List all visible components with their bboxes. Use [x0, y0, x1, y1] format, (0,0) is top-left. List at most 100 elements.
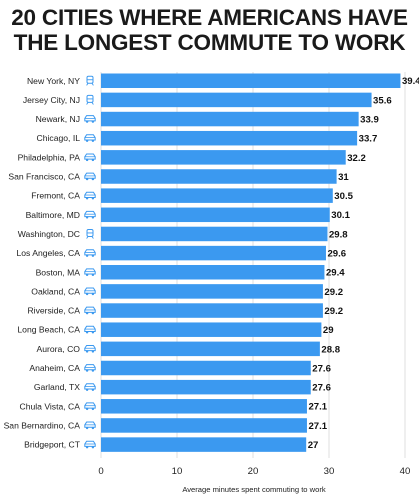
category-label: Oakland, CA [31, 286, 80, 296]
car-icon [84, 344, 96, 353]
value-label: 29.6 [327, 249, 346, 260]
category-label: Long Beach, CA [17, 325, 80, 335]
value-label: 35.6 [373, 95, 392, 106]
bar [101, 284, 323, 299]
category-label: Boston, MA [36, 267, 81, 277]
train-icon [86, 228, 94, 239]
category-label: Washington, DC [18, 229, 80, 239]
category-label: Chicago, IL [37, 133, 81, 143]
category-label: Philadelphia, PA [18, 152, 81, 162]
category-label: Baltimore, MD [26, 210, 80, 220]
category-label: Fremont, CA [31, 191, 80, 201]
bar-row: Fremont, CA 30.5 [31, 188, 354, 203]
car-icon [84, 287, 96, 296]
bar [101, 150, 346, 165]
value-label: 32.2 [347, 153, 366, 164]
x-tick-label-10: 10 [172, 466, 183, 477]
x-tick-label-40: 40 [400, 466, 411, 477]
car-icon [84, 134, 96, 142]
bar-row: Boston, MA 29.4 [36, 265, 345, 280]
bar [101, 379, 311, 395]
car-icon [84, 115, 96, 123]
bar-row: San Francisco, CA 31 [8, 169, 349, 184]
bar [101, 418, 307, 433]
bar-row: New York, NY 39.4 [27, 73, 419, 88]
value-label: 29.2 [324, 287, 343, 298]
x-axis-label: Average minutes spent commuting to work [182, 485, 326, 494]
car-icon [84, 402, 96, 411]
bar [101, 399, 307, 414]
x-tick-label-20: 20 [248, 466, 259, 477]
category-label: Anaheim, CA [29, 363, 80, 373]
value-label: 33.7 [359, 134, 378, 145]
bar [101, 303, 323, 318]
car-icon [84, 364, 96, 372]
bar-row: Chicago, IL 33.7 [37, 130, 378, 146]
chart-title: 20 CITIES WHERE AMERICANS HAVE THE LONGE… [11, 5, 408, 55]
value-label: 29 [323, 325, 334, 336]
category-label: Bridgeport, CT [24, 440, 81, 450]
x-axis-ticks: 0 10 20 30 40 [98, 466, 410, 477]
bar [101, 245, 326, 261]
car-icon [84, 383, 96, 391]
bar [101, 437, 307, 452]
value-label: 30.1 [331, 210, 350, 221]
bar [101, 92, 372, 108]
bar-row: Aurora, CO 28.8 [37, 341, 341, 357]
category-label: Jersey City, NJ [23, 95, 80, 105]
train-icon [86, 94, 94, 105]
bar-row: Los Angeles, CA 29.6 [16, 245, 346, 261]
car-icon [84, 172, 96, 181]
bar-row: Riverside, CA 29.2 [27, 303, 343, 318]
bar-row: Chula Vista, CA 27.1 [19, 399, 328, 414]
value-label: 27 [308, 440, 319, 451]
train-icon [86, 75, 94, 86]
value-label: 28.8 [321, 344, 340, 355]
bar [101, 207, 330, 223]
category-label: Chula Vista, CA [19, 401, 80, 411]
bar [101, 265, 325, 280]
value-label: 29.2 [324, 306, 343, 317]
car-icon [84, 268, 96, 277]
value-label: 27.1 [308, 402, 327, 413]
value-label: 29.8 [329, 229, 348, 240]
value-label: 29.4 [326, 268, 345, 279]
value-label: 30.5 [334, 191, 353, 202]
bar-row: Washington, DC 29.8 [18, 226, 348, 242]
bar-row: Jersey City, NJ 35.6 [23, 92, 392, 108]
value-label: 33.9 [360, 114, 379, 125]
category-label: New York, NY [27, 76, 80, 86]
value-label: 27.6 [312, 383, 331, 394]
category-label: Newark, NJ [36, 114, 80, 124]
x-tick-label-30: 30 [324, 466, 335, 477]
bars: New York, NY 39.4 Jersey City, NJ 35.6 Newar… [4, 73, 419, 452]
bar [101, 130, 358, 146]
bar [101, 341, 320, 357]
car-icon [84, 306, 96, 315]
bar-row: Bridgeport, CT 27 [24, 437, 318, 452]
category-label: San Francisco, CA [8, 172, 80, 182]
bar [101, 188, 333, 203]
bar-row: Philadelphia, PA 32.2 [18, 150, 366, 165]
category-label: Aurora, CO [37, 344, 81, 354]
car-icon [84, 191, 96, 200]
category-label: San Bernardino, CA [4, 420, 81, 430]
bar-row: Newark, NJ 33.9 [36, 111, 379, 127]
car-icon [84, 210, 96, 219]
bar-row: Oakland, CA 29.2 [31, 284, 343, 299]
bar-row: Anaheim, CA 27.6 [29, 360, 331, 376]
car-icon [84, 421, 96, 430]
bar [101, 73, 401, 88]
value-label: 39.4 [402, 76, 419, 87]
category-label: Garland, TX [34, 382, 80, 392]
x-tick-label-0: 0 [98, 466, 103, 477]
category-label: Los Angeles, CA [16, 248, 80, 258]
car-icon [84, 249, 96, 257]
car-icon [84, 153, 96, 162]
bar-row: San Bernardino, CA 27.1 [4, 418, 328, 433]
bar [101, 169, 337, 184]
value-label: 31 [338, 172, 349, 183]
bar [101, 322, 322, 337]
bar-row: Long Beach, CA 29 [17, 322, 334, 337]
